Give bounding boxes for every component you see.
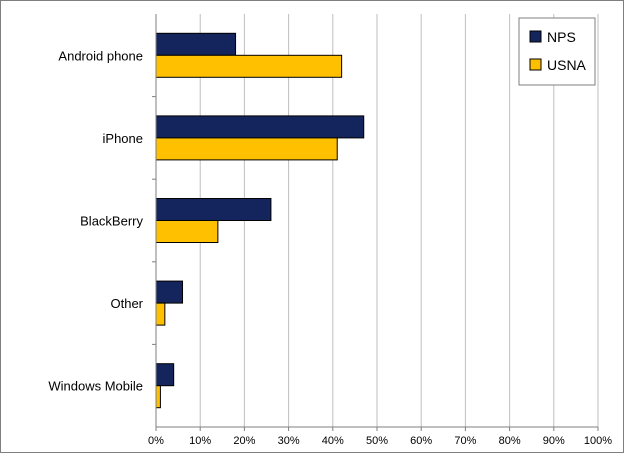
category-label: Android phone [58,48,143,63]
x-tick-label: 90% [543,435,565,447]
x-tick-label: 100% [584,435,612,447]
bar-usna-iphone [155,137,338,161]
category-label: BlackBerry [80,214,143,229]
gridlines [199,14,599,427]
bar-nps-android-phone [155,32,237,56]
category-label: Windows Mobile [48,379,143,394]
bar-nps-iphone [155,115,365,139]
legend-swatch-nps [529,30,542,43]
x-tick-label: 50% [366,435,388,447]
category-label: Other [110,296,143,311]
x-tick-label: 0% [148,435,164,447]
bar-usna-other [155,302,166,326]
labels: 0% 10% 20% 30% 40% 50% 60% 70% 80% 90% 100% Android… [48,48,612,447]
legend-label-nps: NPS [547,29,576,45]
bar-usna-android-phone [155,54,343,78]
bar-usna-windows-mobile [155,385,161,409]
x-tick-label: 10% [189,435,211,447]
legend-swatch-usna [529,58,542,71]
x-tick-label: 30% [278,435,300,447]
x-tick-label: 20% [233,435,255,447]
x-tick-label: 80% [499,435,521,447]
bar-nps-other [155,280,184,304]
bar-usna-blackberry [155,220,219,243]
category-label: iPhone [103,131,143,146]
legend: NPS USNA [518,17,596,86]
bar-nps-windows-mobile [155,363,175,387]
x-tick-label: 60% [410,435,432,447]
legend-label-usna: USNA [547,57,587,73]
bar-nps-blackberry [155,198,272,221]
legend-box [518,17,596,86]
axes [152,14,599,431]
x-tick-label: 40% [322,435,344,447]
bars [155,32,365,409]
x-tick-label: 70% [454,435,476,447]
